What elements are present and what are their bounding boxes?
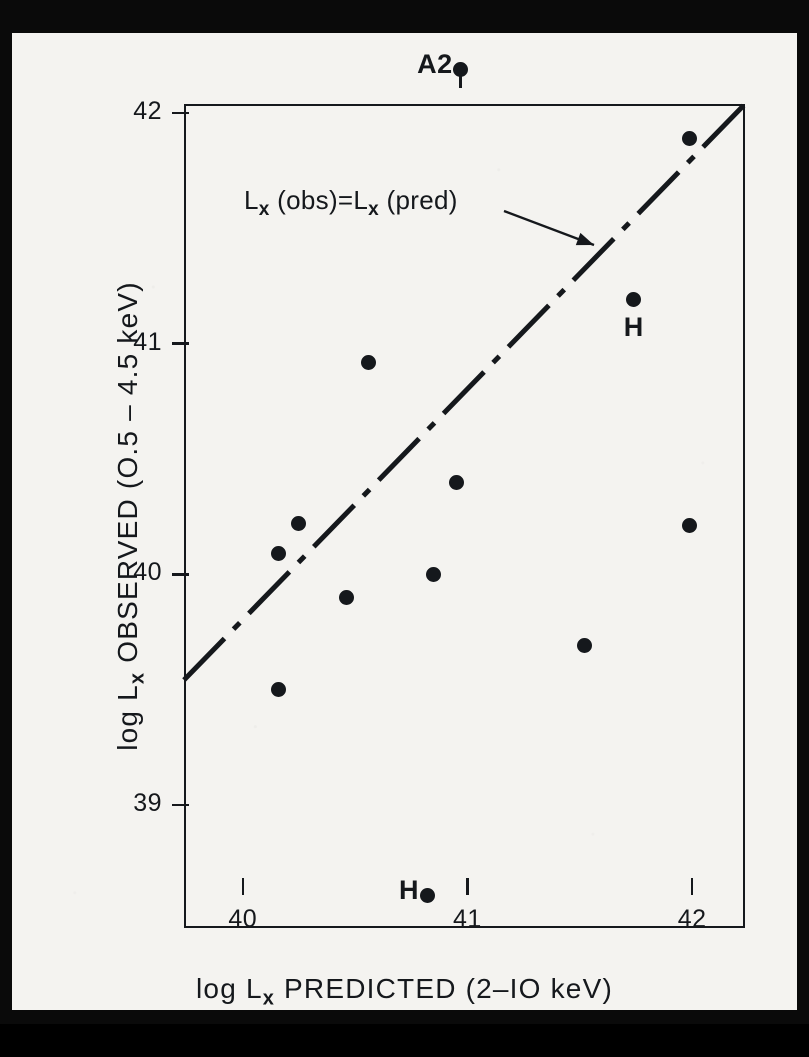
annotation-sub-x-2: x (368, 199, 380, 221)
data-point (338, 589, 354, 605)
scan-border: 39 40 41 42 40 41 42 A2 H H Lx (obs)=Lx (pred) l… (12, 33, 797, 1010)
y-axis-tick-label: 42 (133, 96, 162, 125)
x-axis-tick (690, 878, 694, 895)
data-point (419, 887, 435, 903)
y-axis-tick-label: 41 (133, 327, 162, 356)
y-axis-tick (172, 342, 189, 345)
x-axis-tick-label: 40 (228, 905, 258, 933)
annotation-sub-x-1: x (258, 199, 270, 221)
data-point (448, 474, 464, 490)
x-axis-tick-label: 42 (677, 905, 707, 933)
data-point (576, 638, 592, 654)
y-axis-tick-label: 40 (133, 558, 162, 587)
y-axis-tick-label: 39 (133, 789, 162, 818)
identity-line-layer (182, 102, 747, 682)
identity-reference-line (182, 102, 747, 682)
identity-line-annotation: Lx (obs)=Lx (pred) (244, 185, 458, 221)
data-point-label: H (623, 311, 644, 342)
scatter-chart: 39 40 41 42 40 41 42 A2 H H Lx (obs)=Lx (pred) l… (12, 33, 809, 1057)
y-axis-title: log Lx OBSERVED (O.5 – 4.5 keV) (112, 281, 149, 751)
top-frame-tick (459, 71, 462, 88)
y-axis-tick (172, 111, 189, 115)
x-axis-subscript: x (262, 987, 276, 1010)
x-axis-tick (466, 878, 469, 895)
plot-frame (184, 104, 745, 928)
data-point (426, 566, 442, 582)
data-point (453, 61, 469, 77)
data-point-label: A2 (417, 49, 453, 80)
data-point (626, 292, 642, 308)
data-point (271, 682, 287, 698)
data-point-label: H (399, 875, 419, 905)
x-axis-tick (241, 878, 245, 895)
data-point (682, 518, 698, 534)
y-axis-tick (172, 803, 189, 807)
annotation-arrow (503, 209, 595, 247)
data-point (361, 354, 377, 370)
y-axis-tick (172, 573, 189, 576)
data-point (682, 130, 698, 146)
photographic-print: 39 40 41 42 40 41 42 A2 H H Lx (obs)=Lx (pred) l… (12, 33, 797, 1010)
data-point (291, 516, 307, 532)
x-axis-title: log Lx PREDICTED (2–IO keV) (196, 973, 613, 1010)
data-point (271, 546, 287, 562)
x-axis-tick-label: 41 (453, 905, 482, 933)
y-axis-subscript: x (126, 671, 149, 685)
